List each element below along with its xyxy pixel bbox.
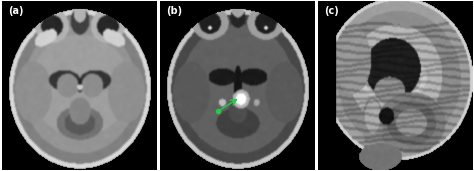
Text: (c): (c) bbox=[324, 6, 339, 16]
Text: (b): (b) bbox=[166, 6, 182, 16]
Text: (a): (a) bbox=[8, 6, 24, 16]
